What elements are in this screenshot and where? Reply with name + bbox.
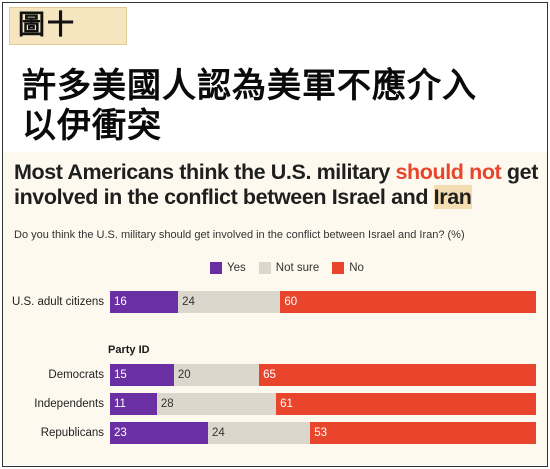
- legend-label: Not sure: [275, 262, 320, 274]
- bar-segment-not-sure: [156, 393, 277, 415]
- data-label: 20: [177, 369, 191, 381]
- legend-swatch: [258, 262, 271, 274]
- row-label: Democrats: [48, 369, 104, 381]
- legend-label: Yes: [227, 262, 246, 274]
- legend-swatch: [210, 262, 222, 274]
- chart-title-highlight-should-not: should not: [395, 160, 502, 184]
- legend-item-yes: Yes: [210, 262, 246, 274]
- bar-row: 11 28 61: [110, 393, 536, 415]
- chart-title-highlight-iran: Iran: [433, 185, 472, 209]
- chinese-title-line-2: 以伊衝突: [22, 106, 162, 146]
- chart-title-part-3: get involved in the conflict between Isr…: [14, 160, 538, 209]
- chinese-title-line-1: 許多美國人認為美軍不應介入: [22, 66, 477, 106]
- data-label: 61: [280, 398, 293, 410]
- chart-title: Most Americans think the U.S. military s…: [14, 160, 539, 210]
- bar-row: 15 20 65: [110, 364, 536, 386]
- data-label: 16: [114, 296, 127, 308]
- chart-title-part-1: Most Americans think the U.S. military: [14, 160, 396, 184]
- bar-segment-yes: [110, 393, 157, 415]
- data-label: 24: [211, 427, 225, 439]
- bar-segment-not-sure: [207, 422, 311, 444]
- legend-label: No: [349, 262, 364, 274]
- bar-segment-not-sure: [178, 291, 281, 313]
- row-label: Republicans: [40, 427, 104, 439]
- bar-row: 23 24 53: [110, 422, 536, 444]
- legend-swatch: [332, 262, 345, 274]
- row-label: U.S. adult citizens: [11, 296, 104, 308]
- bar-segment-no: [280, 291, 536, 313]
- data-label: 15: [114, 369, 127, 381]
- data-label: 11: [114, 398, 126, 410]
- group-label-party-id: Party ID: [108, 344, 150, 356]
- chinese-title: 許多美國人認為美軍不應介入 以伊衝突: [22, 66, 532, 146]
- chart-legend: Yes Not sure No: [210, 261, 377, 275]
- bar-segment-yes: [110, 422, 208, 444]
- bar-segment-no: [310, 422, 536, 444]
- row-label: Independents: [34, 398, 104, 410]
- data-label: 60: [284, 296, 298, 308]
- data-label: 65: [263, 369, 276, 381]
- bar-segment-no: [276, 393, 536, 415]
- legend-item-not-sure: Not sure: [258, 262, 320, 274]
- data-label: 24: [182, 296, 195, 308]
- bar-segment-yes: [110, 364, 174, 386]
- legend-item-no: No: [332, 262, 364, 274]
- bar-segment-yes: [110, 291, 179, 313]
- chart-subtitle: Do you think the U.S. military should ge…: [14, 229, 465, 241]
- data-label: 53: [314, 427, 328, 439]
- data-label: 23: [114, 427, 127, 439]
- figure-label: 圖十: [9, 7, 127, 45]
- bar-segment-no: [259, 364, 536, 386]
- bar-segment-not-sure: [173, 364, 260, 386]
- data-label: 28: [160, 398, 174, 410]
- bar-row: 16 24 60: [110, 291, 536, 313]
